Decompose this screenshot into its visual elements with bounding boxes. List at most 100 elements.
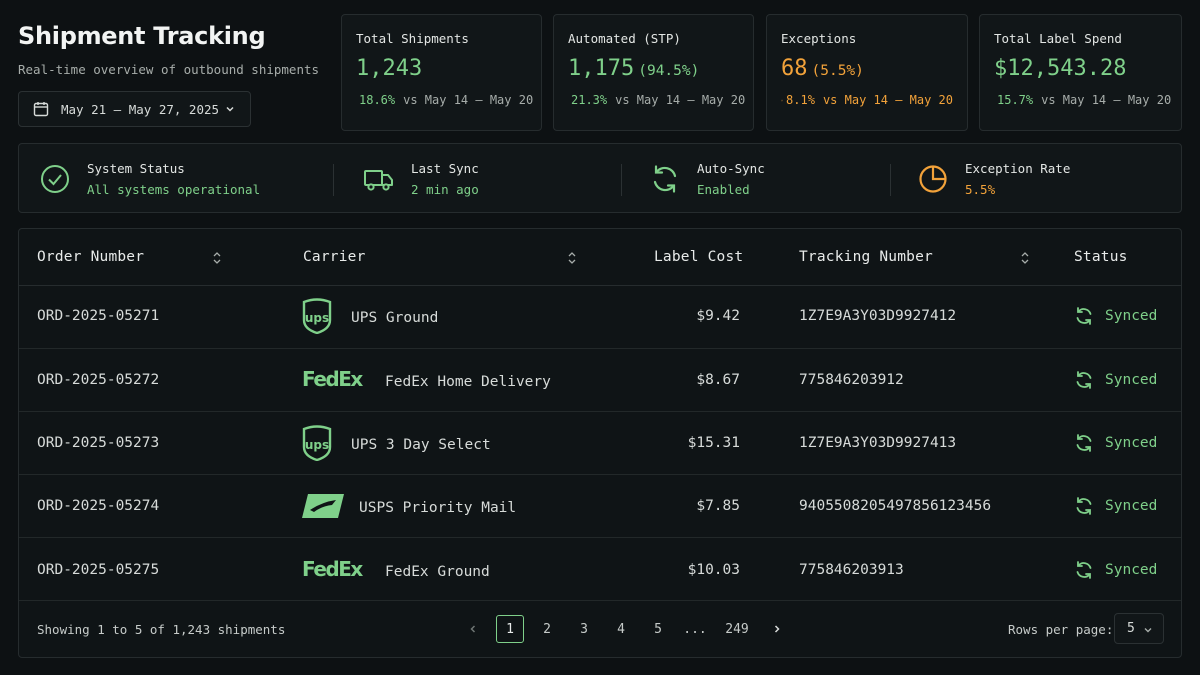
refresh-icon xyxy=(1076,561,1092,579)
svg-text:ups: ups xyxy=(305,311,329,325)
page-ellipsis: ... xyxy=(683,621,707,637)
pie-chart-icon xyxy=(919,165,947,193)
order-number[interactable]: ORD-2025-05274 xyxy=(37,498,160,514)
column-label-cost[interactable]: Label Cost xyxy=(654,249,744,265)
rows-per-page-label: Rows per page: xyxy=(1008,622,1114,637)
status-strip: System Status All systems operational La… xyxy=(18,143,1182,213)
label-cost: $9.42 xyxy=(696,308,740,324)
page-button-2[interactable]: 2 xyxy=(543,621,551,637)
calendar-icon xyxy=(33,102,49,117)
table-row[interactable]: ORD-2025-05273 ups UPS 3 Day Select $15.… xyxy=(19,412,1181,475)
divider xyxy=(621,164,622,196)
kpi-value: 1,243 xyxy=(356,56,423,81)
prev-page-button[interactable] xyxy=(459,615,487,643)
label-cost: $15.31 xyxy=(687,435,740,451)
kpi-delta: 8.1% vs May 14 – May 20 xyxy=(781,93,953,107)
kpi-automated: Automated (STP) 1,175 (94.5%) 21.3% vs Ma… xyxy=(553,14,754,131)
date-range-text: May 21 – May 27, 2025 xyxy=(61,101,220,117)
kpi-value: 68 (5.5%) xyxy=(781,56,864,81)
sort-icon[interactable] xyxy=(212,251,222,265)
page-button-4[interactable]: 4 xyxy=(617,621,625,637)
truck-icon xyxy=(364,170,393,191)
header: Shipment Tracking Real-time overview of … xyxy=(18,22,319,77)
page-subtitle: Real-time overview of outbound shipments xyxy=(18,62,320,77)
refresh-icon xyxy=(1076,307,1092,325)
kpi-label-spend: Total Label Spend $12,543.28 15.7% vs Ma… xyxy=(979,14,1182,131)
status-badge: Synced xyxy=(1074,370,1157,390)
status-badge: Synced xyxy=(1074,306,1157,326)
page-button-5[interactable]: 5 xyxy=(654,621,662,637)
carrier-name: FedEx Home Delivery xyxy=(385,374,551,390)
check-circle-icon xyxy=(41,165,69,193)
table-row[interactable]: ORD-2025-05274 USPS Priority Mail $7.85 … xyxy=(19,475,1181,538)
shipments-table: Order Number Carrier Label Cost Tracking… xyxy=(18,228,1182,658)
tracking-number[interactable]: 1Z7E9A3Y03D9927412 xyxy=(799,308,957,324)
tracking-number[interactable]: 775846203912 xyxy=(799,372,904,388)
sort-icon[interactable] xyxy=(1020,251,1030,265)
tracking-number[interactable]: 775846203913 xyxy=(799,562,904,578)
column-status: Status xyxy=(1074,249,1128,265)
kpi-delta: 15.7% vs May 14 – May 20 xyxy=(997,93,1172,107)
kpi-delta: 18.6% vs May 14 – May 20 xyxy=(359,93,534,107)
refresh-icon xyxy=(1076,371,1092,389)
status-badge: Synced xyxy=(1074,433,1157,453)
page-button-1[interactable]: 1 xyxy=(496,615,524,643)
ups-logo: ups xyxy=(302,425,332,461)
table-row[interactable]: ORD-2025-05271 ups UPS Ground $9.42 1Z7E… xyxy=(19,286,1181,349)
auto-sync[interactable]: Auto-Sync Enabled xyxy=(649,144,765,214)
fedex-logo: FedEx xyxy=(302,557,365,581)
column-carrier[interactable]: Carrier xyxy=(303,249,366,265)
chevron-left-icon xyxy=(470,625,476,633)
chevron-right-icon xyxy=(774,625,780,633)
pagination-summary: Showing 1 to 5 of 1,243 shipments xyxy=(37,622,286,637)
divider xyxy=(333,164,334,196)
refresh-icon xyxy=(1076,434,1092,452)
svg-text:FedEx: FedEx xyxy=(302,557,363,581)
kpi-value: $12,543.28 xyxy=(994,56,1127,81)
arrow-down-icon xyxy=(781,99,783,101)
fedex-logo: FedEx xyxy=(302,367,365,391)
order-number[interactable]: ORD-2025-05275 xyxy=(37,562,160,578)
tracking-number[interactable]: 1Z7E9A3Y03D9927413 xyxy=(799,435,957,451)
page-title: Shipment Tracking xyxy=(18,22,266,50)
next-page-button[interactable] xyxy=(763,615,791,643)
order-number[interactable]: ORD-2025-05271 xyxy=(37,308,160,324)
page-button-last[interactable]: 249 xyxy=(725,621,749,637)
system-status: System Status All systems operational xyxy=(39,144,260,214)
page-button-3[interactable]: 3 xyxy=(580,621,588,637)
carrier-name: USPS Priority Mail xyxy=(359,500,517,516)
kpi-exceptions: Exceptions 68 (5.5%) 8.1% vs May 14 – May… xyxy=(766,14,968,131)
kpi-label: Total Label Spend xyxy=(994,31,1122,46)
order-number[interactable]: ORD-2025-05273 xyxy=(37,435,160,451)
kpi-label: Automated (STP) xyxy=(568,31,681,46)
ups-logo: ups xyxy=(302,298,332,334)
label-cost: $8.67 xyxy=(696,372,740,388)
chevron-down-icon xyxy=(1144,628,1152,633)
kpi-label: Total Shipments xyxy=(356,31,469,46)
tracking-number[interactable]: 9405508205497856123456 xyxy=(799,498,992,514)
sort-icon[interactable] xyxy=(567,251,577,265)
kpi-delta: 21.3% vs May 14 – May 20 xyxy=(571,93,746,107)
table-row[interactable]: ORD-2025-05272 FedEx FedEx Home Delivery… xyxy=(19,349,1181,412)
refresh-icon xyxy=(1076,497,1092,515)
rows-per-page-select[interactable]: 5 xyxy=(1114,613,1164,644)
exception-rate: Exception Rate 5.5% xyxy=(917,144,1070,214)
date-range-picker[interactable]: May 21 – May 27, 2025 xyxy=(18,91,251,127)
status-badge: Synced xyxy=(1074,496,1157,516)
table-header: Order Number Carrier Label Cost Tracking… xyxy=(19,229,1181,286)
label-cost: $10.03 xyxy=(687,562,740,578)
carrier-name: UPS Ground xyxy=(351,310,439,326)
column-tracking-number[interactable]: Tracking Number xyxy=(799,249,933,265)
kpi-label: Exceptions xyxy=(781,31,857,46)
divider xyxy=(890,164,891,196)
label-cost: $7.85 xyxy=(696,498,740,514)
table-row[interactable]: ORD-2025-05275 FedEx FedEx Ground $10.03… xyxy=(19,538,1181,601)
svg-text:ups: ups xyxy=(305,438,329,452)
column-order-number[interactable]: Order Number xyxy=(37,249,145,265)
carrier-name: UPS 3 Day Select xyxy=(351,437,491,453)
carrier-name: FedEx Ground xyxy=(385,564,490,580)
usps-logo xyxy=(302,494,344,518)
order-number[interactable]: ORD-2025-05272 xyxy=(37,372,160,388)
chevron-down-icon xyxy=(226,106,234,112)
refresh-icon xyxy=(653,165,677,193)
